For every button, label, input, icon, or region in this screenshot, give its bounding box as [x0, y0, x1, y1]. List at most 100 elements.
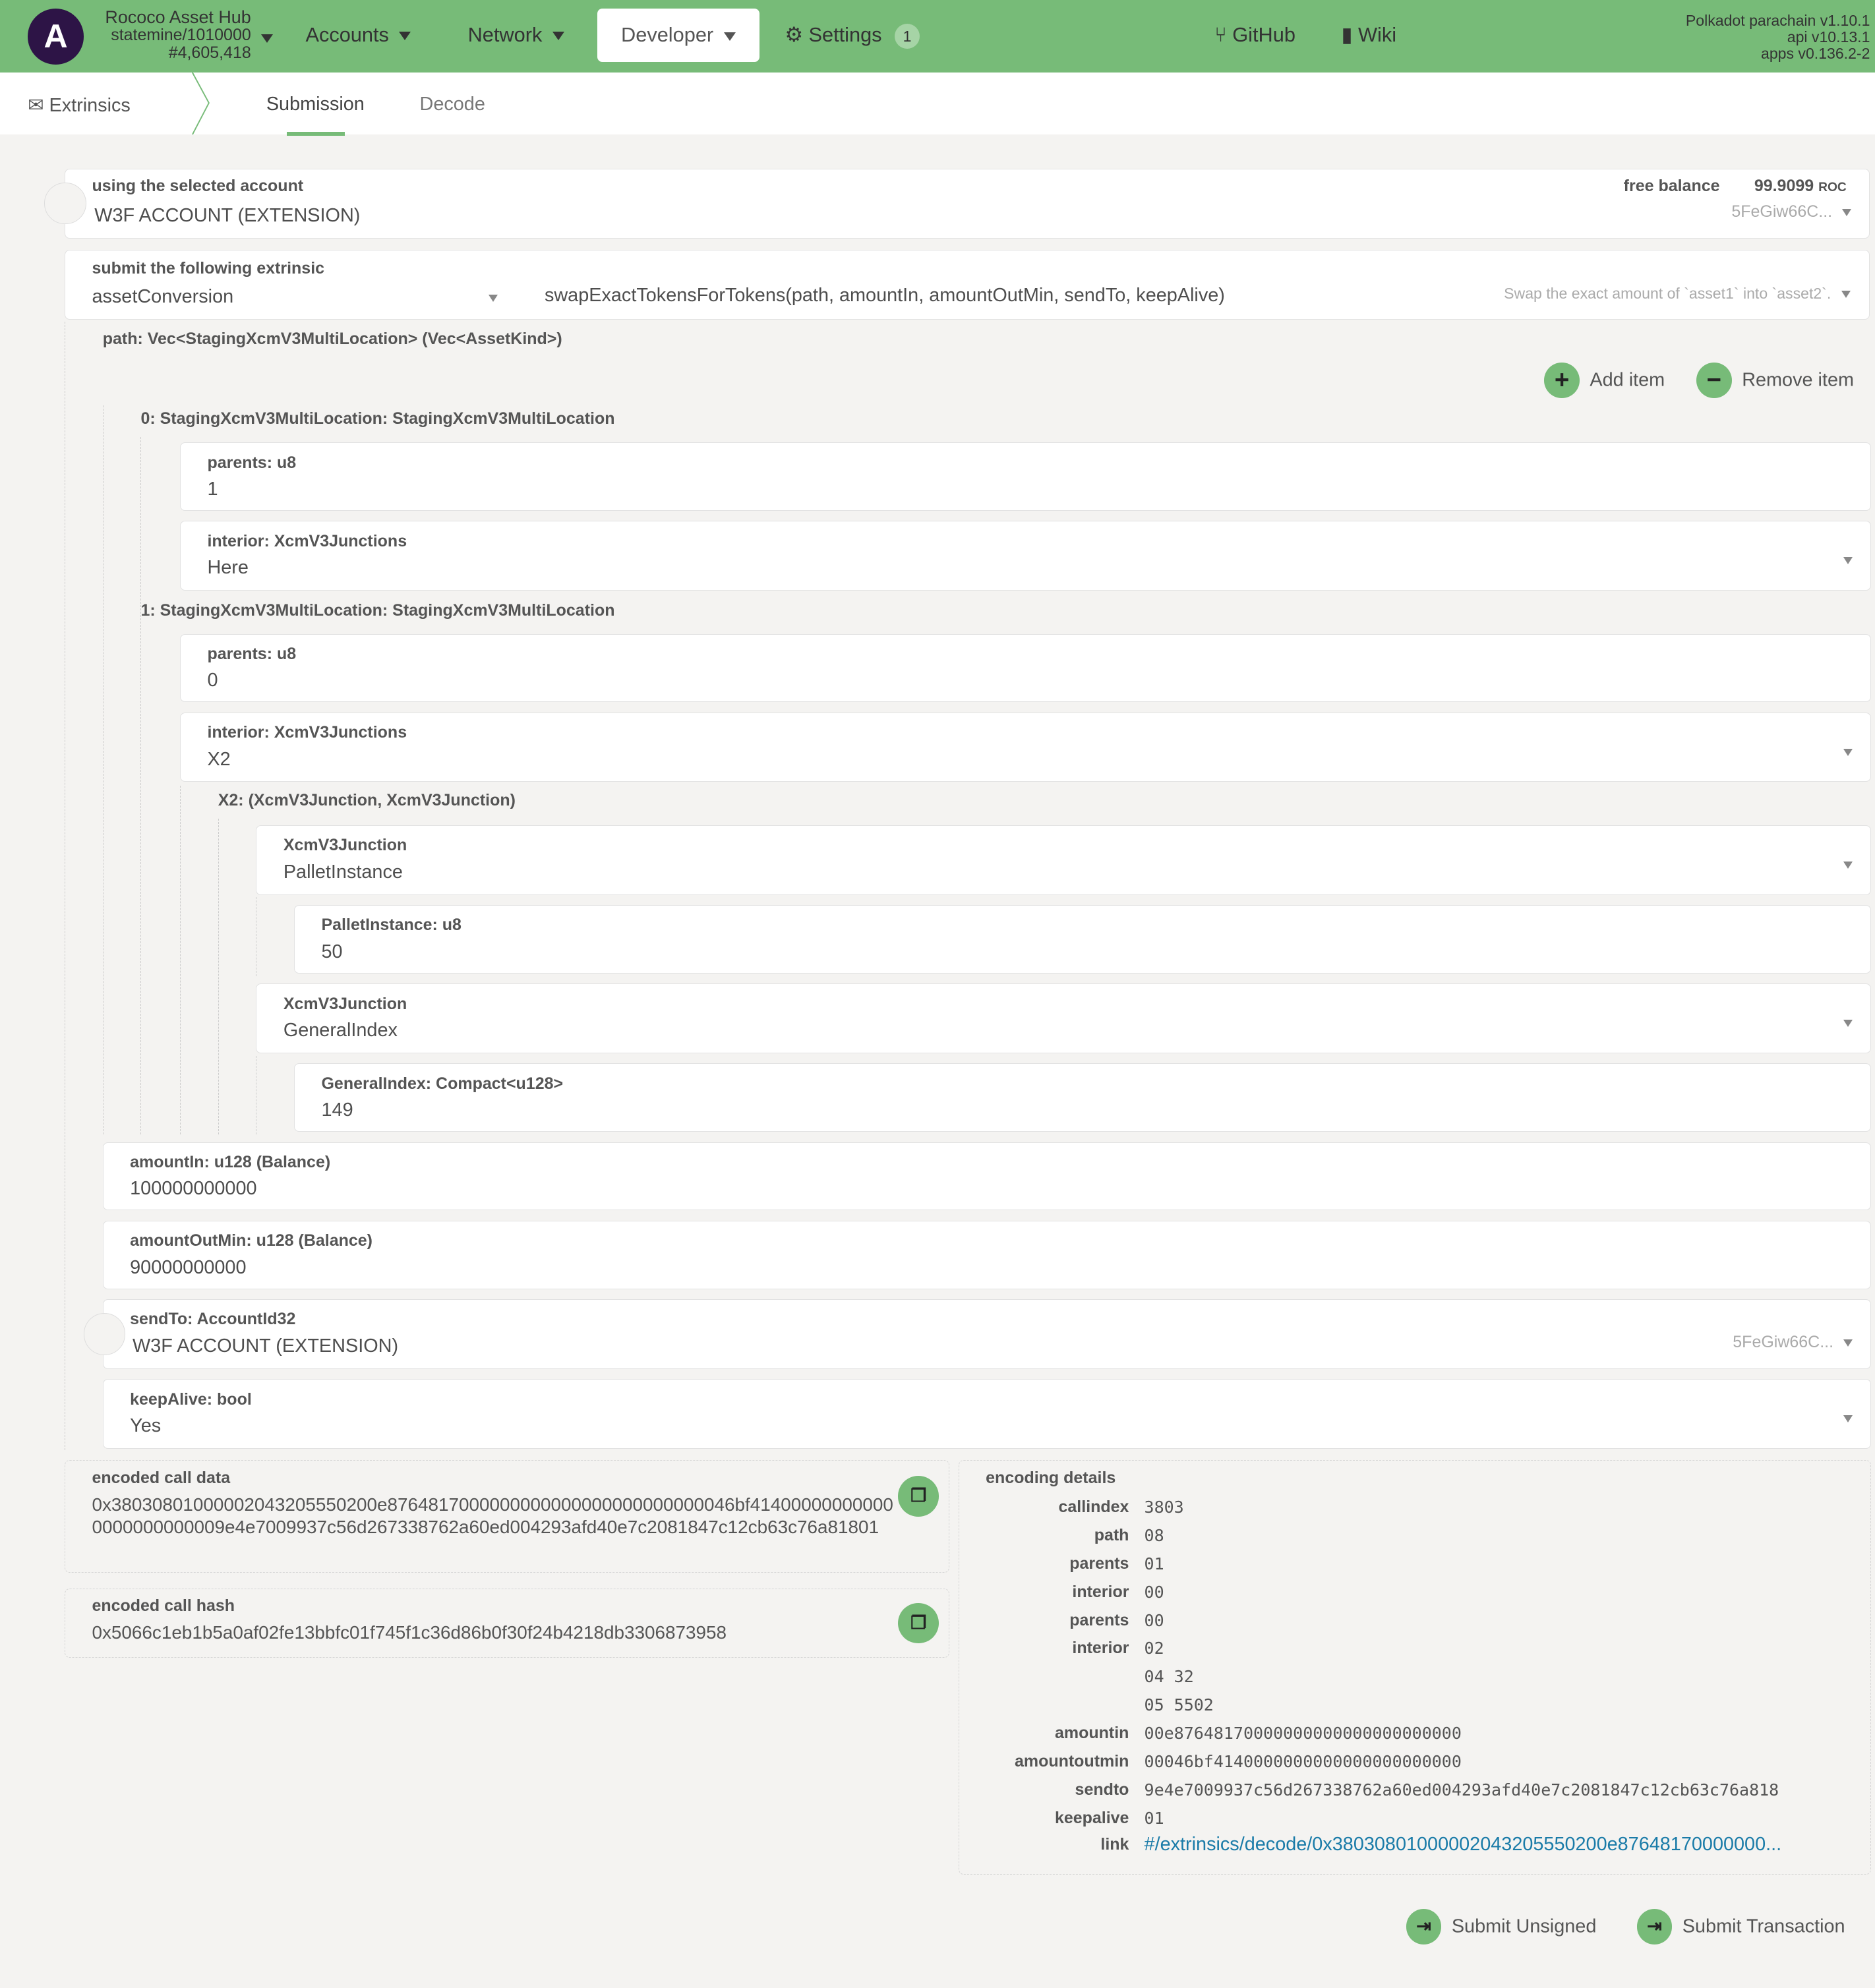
detail-row: parents 01 [959, 1554, 1872, 1579]
detail-value: 9e4e7009937c56d267338762a60ed004293afd40… [1144, 1780, 1779, 1799]
item-0-interior-select[interactable]: interior: XcmV3Junctions Here [180, 521, 1872, 591]
extrinsic-selector: submit the following extrinsic assetConv… [65, 249, 1870, 320]
decode-link[interactable]: #/extrinsics/decode/0x380308010000020432… [1144, 1833, 1782, 1855]
detail-row: interior 02 [959, 1639, 1872, 1664]
field-label: keepAlive: bool [130, 1389, 252, 1409]
pallet-instance-input[interactable]: PalletInstance: u8 50 [294, 905, 1872, 974]
field-label: submit the following extrinsic [92, 259, 325, 278]
active-tab-indicator [286, 131, 345, 136]
copy-icon[interactable]: ❐ [898, 1476, 939, 1517]
chevron-down-icon [1841, 291, 1851, 298]
plus-icon: + [1544, 362, 1580, 398]
method-value: swapExactTokensForTokens(path, amountIn,… [544, 284, 1225, 306]
field-label: encoded call data [92, 1468, 231, 1487]
junction-guide [218, 819, 219, 1135]
send-to-address: 5FeGiw66C... [1733, 1333, 1853, 1352]
add-item-button[interactable]: + Add item [1544, 362, 1665, 398]
submit-transaction-button[interactable]: ⇥ Submit Transaction [1636, 1909, 1845, 1944]
detail-value: 00 [1144, 1610, 1164, 1630]
envelope-icon: ✉ [28, 95, 49, 117]
section-extrinsics[interactable]: ✉ Extrinsics [28, 94, 131, 117]
account-selector[interactable]: using the selected account W3F ACCOUNT (… [65, 168, 1870, 239]
amount-out-min-input[interactable]: amountOutMin: u128 (Balance) 90000000000 [102, 1220, 1872, 1289]
encoded-data-value: 0x38030801000002043205550200e87648170000… [92, 1494, 893, 1537]
item-0-parents-input[interactable]: parents: u8 1 [180, 442, 1872, 511]
tab-decode[interactable]: Decode [419, 94, 485, 115]
x2-label: X2: (XcmV3Junction, XcmV3Junction) [218, 790, 516, 809]
vec-guide [102, 405, 104, 1135]
nav-label: Developer [621, 23, 714, 47]
chain-logo[interactable]: A [28, 9, 84, 65]
field-value: GeneralIndex [283, 1020, 398, 1041]
detail-key: parents [1069, 1554, 1129, 1573]
junction-1-select[interactable]: XcmV3Junction GeneralIndex [256, 983, 1872, 1053]
detail-key: link [1100, 1834, 1129, 1854]
item-1-label: 1: StagingXcmV3MultiLocation: StagingXcm… [140, 600, 615, 620]
detail-key: keepalive [1054, 1808, 1129, 1827]
address-text: 5FeGiw66C... [1731, 202, 1833, 221]
detail-value: 3803 [1144, 1498, 1184, 1517]
wiki-link[interactable]: ▮ Wiki [1342, 23, 1397, 47]
field-label: parents: u8 [207, 644, 297, 663]
path-label: path: Vec<StagingXcmV3MultiLocation> (Ve… [102, 329, 562, 348]
balance-value: 99.9099 ROC [1754, 177, 1847, 196]
detail-key: amountoutmin [1014, 1751, 1129, 1770]
settings-badge: 1 [894, 23, 920, 49]
chevron-down-icon [1843, 748, 1853, 756]
field-value: 50 [321, 941, 343, 962]
keep-alive-select[interactable]: keepAlive: bool Yes [102, 1379, 1872, 1449]
chevron-down-icon [552, 31, 564, 40]
send-to-select[interactable]: sendTo: AccountId32 W3F ACCOUNT (EXTENSIO… [102, 1299, 1872, 1369]
encoded-call-hash: encoded call hash 0x5066c1eb1b5a0af02fe1… [65, 1588, 950, 1658]
field-label: parents: u8 [207, 453, 297, 472]
top-bar [0, 0, 1875, 73]
tab-submission[interactable]: Submission [266, 94, 365, 115]
method-doc: Swap the exact amount of `asset1` into `… [1504, 285, 1851, 303]
chain-selector[interactable]: Rococo Asset Hub statemine/1010000 #4,60… [89, 9, 251, 62]
nav-label: Settings [808, 22, 882, 46]
detail-key: callindex [1058, 1498, 1129, 1517]
account-name: W3F ACCOUNT (EXTENSION) [94, 204, 361, 226]
nav-settings[interactable]: ⚙ Settings 1 [785, 23, 920, 49]
detail-row: parents 00 [959, 1611, 1872, 1636]
nav-developer[interactable]: Developer [597, 9, 759, 63]
field-value: 90000000000 [130, 1256, 247, 1278]
field-value: Yes [130, 1415, 162, 1437]
item-1-parents-input[interactable]: parents: u8 0 [180, 633, 1872, 703]
detail-row-link: link #/extrinsics/decode/0x38030801000002… [959, 1834, 1872, 1859]
field-value: 100000000000 [130, 1178, 257, 1200]
submit-unsigned-button[interactable]: ⇥ Submit Unsigned [1406, 1909, 1596, 1944]
item-1-interior-select[interactable]: interior: XcmV3Junctions X2 [180, 712, 1872, 782]
encoded-hash-value: 0x5066c1eb1b5a0af02fe13bbfc01f745f1c36d8… [92, 1622, 727, 1643]
detail-row: 05 5502 [959, 1695, 1872, 1720]
address-text: 5FeGiw66C... [1733, 1333, 1834, 1352]
chevron-down-icon [399, 31, 411, 40]
chevron-down-icon [1843, 861, 1853, 869]
remove-item-button[interactable]: − Remove item [1696, 362, 1855, 398]
field-value: 1 [207, 478, 218, 500]
github-link[interactable]: ⑂ GitHub [1214, 23, 1295, 47]
detail-row: amountin 00e87648170000000000000000000000 [959, 1724, 1872, 1749]
send-to-identicon [83, 1313, 126, 1355]
nav-network[interactable]: Network [468, 23, 564, 47]
item-guide [140, 437, 141, 1135]
account-address: 5FeGiw66C... [1731, 202, 1852, 221]
pallet-select[interactable]: assetConversion [92, 286, 498, 308]
method-select[interactable]: swapExactTokensForTokens(path, amountIn,… [545, 285, 1851, 307]
amount-in-input[interactable]: amountIn: u128 (Balance) 100000000000 [102, 1142, 1872, 1211]
general-index-input[interactable]: GeneralIndex: Compact<u128> 149 [294, 1063, 1872, 1132]
detail-value: 08 [1144, 1525, 1164, 1545]
nav-accounts[interactable]: Accounts [305, 23, 411, 47]
chevron-down-icon [261, 34, 274, 43]
button-label: Submit Transaction [1682, 1915, 1845, 1937]
sign-in-icon: ⇥ [1636, 1909, 1673, 1944]
field-value: 0 [207, 670, 218, 691]
junction-0-select[interactable]: XcmV3Junction PalletInstance [256, 825, 1872, 895]
x2-guide [180, 786, 181, 1135]
field-label: amountIn: u128 (Balance) [130, 1152, 331, 1171]
detail-value: 00046bf4140000000000000000000000 [1144, 1751, 1462, 1771]
field-label: interior: XcmV3Junctions [207, 531, 407, 550]
copy-icon[interactable]: ❐ [898, 1602, 939, 1644]
button-label: Remove item [1742, 369, 1855, 391]
field-label: encoded call hash [92, 1596, 235, 1616]
